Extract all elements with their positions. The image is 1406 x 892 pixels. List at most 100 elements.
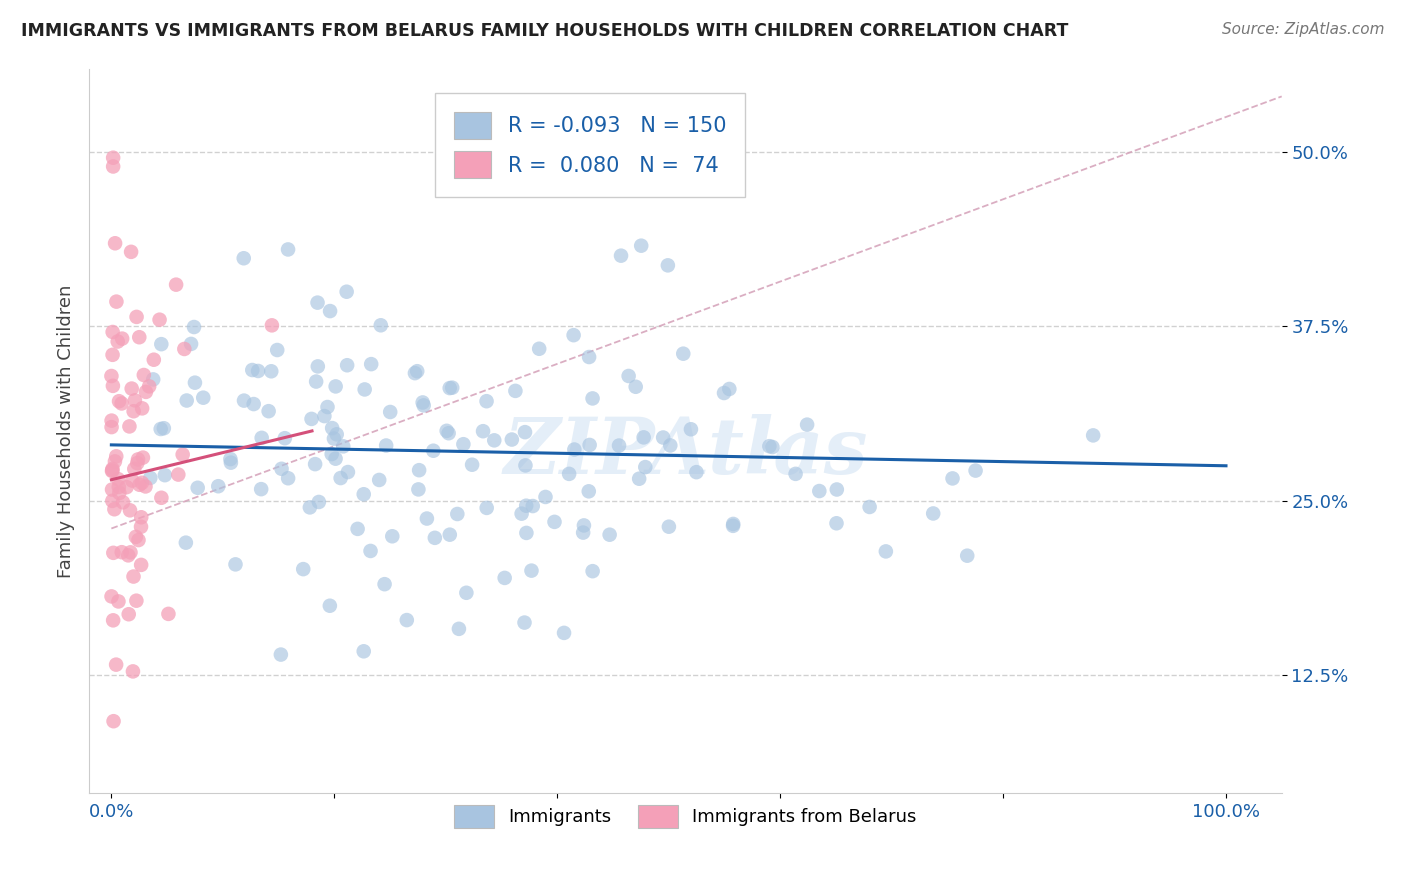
Point [111, 396, 134, 410]
Point [101, 348, 124, 362]
Point [111, 495, 134, 509]
Point [941, 471, 963, 485]
Point [298, 500, 321, 515]
Point [103, 502, 125, 516]
Point [100, 420, 122, 434]
Point [446, 507, 468, 521]
Point [484, 434, 506, 448]
Point [859, 500, 882, 514]
Point [277, 471, 299, 485]
Point [672, 347, 695, 361]
Point [965, 464, 987, 478]
Point [721, 519, 744, 533]
Point [520, 564, 543, 578]
Point [138, 379, 160, 393]
Point [107, 480, 129, 494]
Point [118, 419, 141, 434]
Point [305, 375, 328, 389]
Point [127, 533, 149, 547]
Point [581, 564, 603, 578]
Point [404, 366, 426, 380]
Point [232, 252, 254, 266]
Point [150, 491, 173, 505]
Point [461, 458, 484, 472]
Point [325, 451, 347, 466]
Point [260, 318, 283, 333]
Point [721, 516, 744, 531]
Point [416, 511, 439, 525]
Point [121, 382, 143, 396]
Point [329, 471, 352, 485]
Point [346, 522, 368, 536]
Point [475, 394, 498, 409]
Point [142, 372, 165, 386]
Point [314, 409, 336, 423]
Point [353, 644, 375, 658]
Point [233, 393, 256, 408]
Point [408, 483, 430, 497]
Point [172, 448, 194, 462]
Point [553, 626, 575, 640]
Point [634, 460, 657, 475]
Point [534, 490, 557, 504]
Point [353, 487, 375, 501]
Point [325, 427, 347, 442]
Point [494, 571, 516, 585]
Point [277, 243, 299, 257]
Point [131, 475, 153, 490]
Point [510, 507, 533, 521]
Point [527, 342, 550, 356]
Point [785, 467, 807, 481]
Point [107, 594, 129, 608]
Point [436, 424, 458, 438]
Point [439, 527, 461, 541]
Point [153, 468, 176, 483]
Point [121, 474, 143, 488]
Point [513, 615, 536, 630]
Point [336, 285, 359, 299]
Point [250, 482, 273, 496]
Point [135, 384, 157, 399]
Point [572, 525, 595, 540]
Point [956, 549, 979, 563]
Point [370, 318, 392, 333]
Point [193, 391, 215, 405]
Point [108, 394, 131, 409]
Text: Source: ZipAtlas.com: Source: ZipAtlas.com [1222, 22, 1385, 37]
Point [105, 657, 128, 672]
Point [129, 558, 152, 572]
Point [336, 358, 359, 372]
Point [316, 400, 339, 414]
Point [581, 392, 603, 406]
Point [543, 515, 565, 529]
Point [124, 393, 146, 408]
Point [513, 425, 536, 439]
Point [564, 442, 586, 457]
Point [307, 295, 329, 310]
Point [150, 337, 173, 351]
Point [207, 479, 229, 493]
Point [652, 430, 675, 444]
Point [101, 462, 124, 476]
Point [657, 258, 679, 272]
Point [321, 447, 343, 461]
Point [105, 294, 128, 309]
Point [127, 452, 149, 467]
Text: IMMIGRANTS VS IMMIGRANTS FROM BELARUS FAMILY HOUSEHOLDS WITH CHILDREN CORRELATIO: IMMIGRANTS VS IMMIGRANTS FROM BELARUS FA… [21, 22, 1069, 40]
Text: ZIPAtlas: ZIPAtlas [503, 415, 868, 491]
Point [139, 471, 162, 485]
Point [422, 443, 444, 458]
Point [825, 516, 848, 531]
Point [260, 364, 283, 378]
Point [360, 357, 382, 371]
Point [115, 480, 138, 494]
Point [617, 369, 640, 384]
Point [685, 465, 707, 479]
Point [825, 483, 848, 497]
Point [624, 380, 647, 394]
Point [578, 350, 600, 364]
Point [157, 607, 180, 621]
Point [472, 424, 495, 438]
Point [301, 412, 323, 426]
Point [325, 379, 347, 393]
